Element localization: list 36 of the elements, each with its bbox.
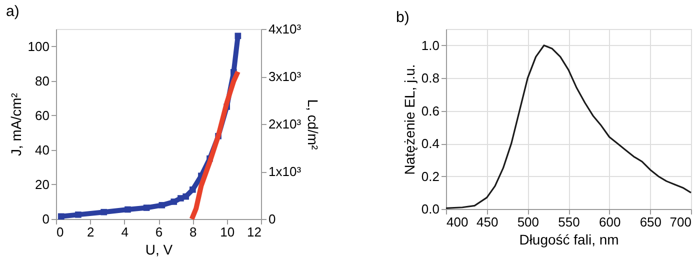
x-tick-label: 0 xyxy=(56,224,64,240)
y-tick-label: 40 xyxy=(35,142,50,158)
x-tick-label: 500 xyxy=(517,214,540,230)
y-axis-title: J, mA/cm² xyxy=(8,92,24,156)
x-tick-label: 550 xyxy=(558,214,580,230)
x-tick-label: 700 xyxy=(670,214,692,230)
y2-tick-label: 4x10³ xyxy=(268,22,302,36)
y2-tick-label: 1x10³ xyxy=(268,164,302,179)
y-tick-label: 0.2 xyxy=(421,168,440,184)
y-tick-label: 0.8 xyxy=(421,70,440,86)
x-tick-label: 10 xyxy=(220,224,235,240)
y-tick-label: 100 xyxy=(28,38,50,54)
x-tick-label: 6 xyxy=(155,224,163,240)
chart-title: b) xyxy=(396,9,410,26)
y-tick-label: 0.6 xyxy=(421,103,440,118)
y2-axis-title: L, cd/m² xyxy=(305,99,322,150)
x-tick-label: 650 xyxy=(640,214,662,230)
y-tick-label: 1.0 xyxy=(421,38,440,53)
x-tick-label: 400 xyxy=(446,214,468,230)
y-axis-title: Natężenie EL, j.u. xyxy=(401,64,418,175)
x-axis-title: Długość fali, nm xyxy=(519,232,619,248)
x-axis-title: U, V xyxy=(145,242,174,258)
x-tick-label: 2 xyxy=(87,224,94,240)
y-tick-label: 20 xyxy=(35,176,50,192)
x-tick-label: 450 xyxy=(476,214,498,230)
y-tick-label: 0.4 xyxy=(421,136,440,152)
x-tick-label: 4 xyxy=(121,224,128,240)
y-tick-label: 80 xyxy=(35,73,50,88)
y2-tick-label: 2x10³ xyxy=(268,116,302,132)
x-tick-label: 8 xyxy=(190,224,197,240)
y2-tick-label: 3x10³ xyxy=(268,69,302,84)
x-tick-label: 600 xyxy=(598,214,621,230)
y-tick-label: 60 xyxy=(35,108,50,123)
y-tick-label: 0.0 xyxy=(421,202,440,216)
chart-title: a) xyxy=(6,3,20,20)
x-tick-label: 12 xyxy=(247,224,262,240)
